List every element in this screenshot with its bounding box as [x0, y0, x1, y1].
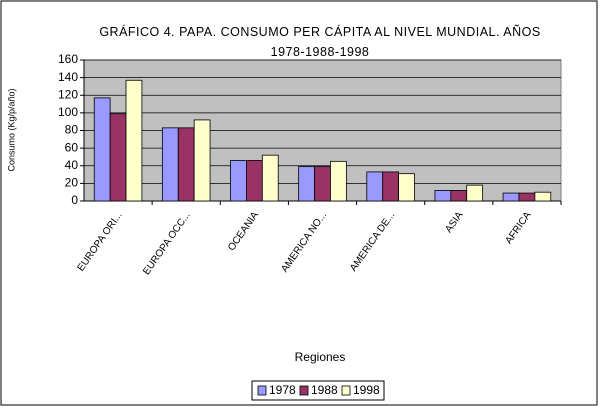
- bar: [93, 97, 111, 202]
- legend-swatch: [341, 385, 351, 396]
- legend-label: 1998: [353, 383, 380, 397]
- bar: [382, 171, 399, 202]
- bar: [366, 171, 384, 202]
- y-tick-label: 40: [65, 158, 79, 172]
- bar: [246, 160, 263, 202]
- y-tick-label: 120: [58, 87, 78, 101]
- bar: [298, 166, 315, 202]
- y-tick-label: 20: [65, 176, 79, 190]
- legend-box: [251, 380, 385, 401]
- bar: [502, 192, 520, 202]
- bar: [261, 154, 279, 202]
- bar: [518, 192, 536, 202]
- x-axis-label: Regiones: [295, 350, 346, 364]
- y-tick-label: 60: [65, 140, 79, 154]
- y-tick-label: 80: [65, 123, 79, 137]
- bar: [193, 119, 211, 202]
- y-axis-label: Consumo (Kg/p/año): [6, 88, 16, 171]
- legend-label: 1988: [311, 383, 338, 397]
- bar: [434, 190, 452, 202]
- y-tick-label: 140: [58, 70, 78, 84]
- bar: [161, 127, 179, 202]
- legend-swatch: [299, 385, 309, 396]
- y-tick-label: 0: [71, 193, 78, 207]
- legend-label: 1978: [269, 383, 296, 397]
- bar: [230, 160, 247, 202]
- bar: [109, 113, 127, 202]
- bar: [125, 79, 143, 202]
- bar: [330, 160, 347, 202]
- bar: [398, 173, 415, 202]
- bar: [466, 184, 484, 202]
- legend-swatch: [257, 385, 267, 396]
- y-tick-label: 100: [58, 105, 78, 119]
- y-tick-label: 160: [58, 52, 78, 66]
- bar: [450, 190, 468, 202]
- bar: [534, 191, 552, 202]
- bar: [314, 166, 331, 202]
- chart-title: GRÁFICO 4. PAPA. CONSUMO PER CÁPITA AL N…: [99, 25, 541, 59]
- bar: [177, 127, 195, 202]
